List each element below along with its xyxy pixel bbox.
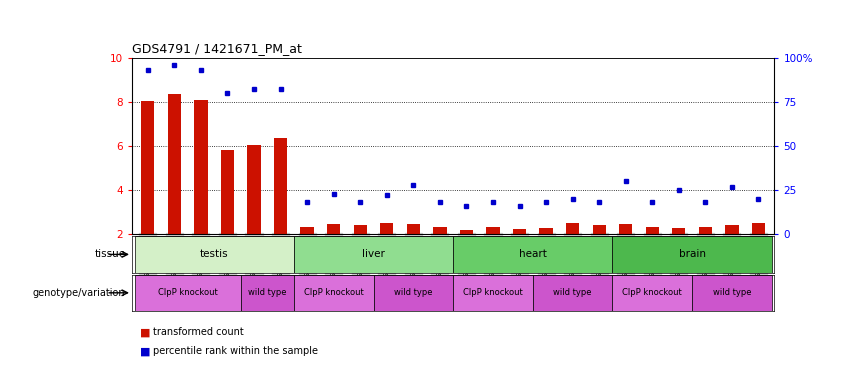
- Bar: [134, 236, 294, 273]
- Bar: [646, 227, 659, 234]
- Text: wild type: wild type: [553, 288, 592, 297]
- Bar: [513, 229, 526, 234]
- Text: genotype/variation: genotype/variation: [33, 288, 125, 298]
- Bar: [699, 227, 712, 234]
- Text: ClpP knockout: ClpP knockout: [622, 288, 683, 297]
- Text: tissue: tissue: [94, 249, 125, 260]
- Bar: [294, 236, 453, 273]
- Text: GDS4791 / 1421671_PM_at: GDS4791 / 1421671_PM_at: [132, 42, 302, 55]
- Text: ClpP knockout: ClpP knockout: [157, 288, 218, 297]
- Bar: [274, 138, 288, 234]
- Bar: [592, 225, 606, 234]
- Bar: [407, 224, 420, 234]
- Bar: [672, 228, 685, 234]
- Text: ■: ■: [140, 346, 151, 356]
- Bar: [692, 275, 772, 311]
- Bar: [248, 145, 260, 234]
- Text: liver: liver: [362, 249, 385, 260]
- Text: testis: testis: [200, 249, 229, 260]
- Bar: [354, 225, 367, 234]
- Text: wild type: wild type: [248, 288, 287, 297]
- Text: ClpP knockout: ClpP knockout: [304, 288, 363, 297]
- Text: brain: brain: [678, 249, 705, 260]
- Bar: [380, 223, 393, 234]
- Bar: [460, 230, 473, 234]
- Bar: [300, 227, 314, 234]
- Bar: [374, 275, 453, 311]
- Text: heart: heart: [519, 249, 546, 260]
- Bar: [613, 236, 772, 273]
- Text: ClpP knockout: ClpP knockout: [463, 288, 523, 297]
- Bar: [294, 275, 374, 311]
- Text: transformed count: transformed count: [153, 327, 244, 337]
- Bar: [453, 236, 613, 273]
- Bar: [241, 275, 294, 311]
- Bar: [433, 227, 447, 234]
- Text: percentile rank within the sample: percentile rank within the sample: [153, 346, 318, 356]
- Bar: [725, 225, 739, 234]
- Bar: [619, 224, 632, 234]
- Bar: [168, 94, 181, 234]
- Bar: [486, 227, 500, 234]
- Bar: [327, 224, 340, 234]
- Text: ■: ■: [140, 327, 151, 337]
- Bar: [613, 275, 692, 311]
- Bar: [540, 228, 552, 234]
- Bar: [533, 275, 613, 311]
- Bar: [141, 101, 155, 234]
- Bar: [194, 99, 208, 234]
- Text: wild type: wild type: [712, 288, 751, 297]
- Text: wild type: wild type: [394, 288, 432, 297]
- Bar: [134, 275, 241, 311]
- Bar: [751, 223, 765, 234]
- Bar: [221, 151, 234, 234]
- Bar: [453, 275, 533, 311]
- Bar: [566, 223, 580, 234]
